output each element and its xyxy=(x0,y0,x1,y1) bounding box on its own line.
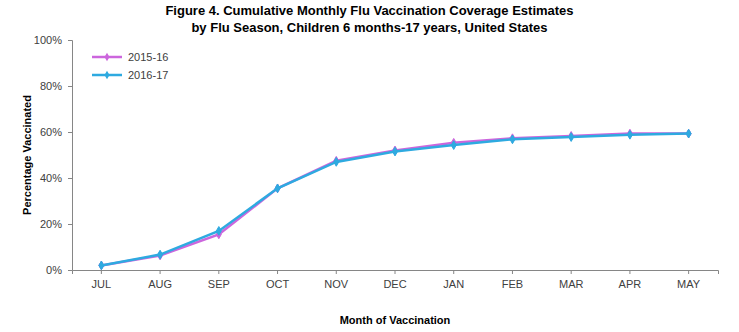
y-axis: 0% 20% 40% 60% 80% 100% xyxy=(34,34,73,276)
y-axis-line xyxy=(68,41,73,271)
x-tick: OCT xyxy=(266,270,290,290)
legend-marker xyxy=(104,53,109,62)
y-tick-mark xyxy=(68,86,72,87)
x-tick: MAR xyxy=(559,270,584,290)
y-tick-mark xyxy=(68,178,72,179)
series-marker xyxy=(510,135,515,144)
series-marker xyxy=(99,261,104,270)
series-marker xyxy=(686,129,691,138)
series-marker xyxy=(686,129,691,138)
x-tick: MAY xyxy=(677,270,701,290)
x-axis-title: Month of Vaccination xyxy=(340,314,451,326)
x-tick: JUL xyxy=(92,270,112,290)
x-tick-label: FEB xyxy=(502,278,523,290)
x-axis-line xyxy=(73,271,719,275)
x-tick-label: MAR xyxy=(559,278,584,290)
legend-label: 2015-16 xyxy=(128,51,168,63)
x-tick: DEC xyxy=(383,270,406,290)
y-tick: 0% xyxy=(46,264,72,276)
series-line xyxy=(101,134,688,266)
series-marker xyxy=(99,261,104,270)
x-tick-label: MAY xyxy=(677,278,701,290)
y-tick: 80% xyxy=(40,80,72,92)
y-tick-label: 60% xyxy=(40,126,62,138)
x-tick-mark xyxy=(453,270,454,274)
x-tick: FEB xyxy=(502,270,523,290)
x-tick-mark xyxy=(512,270,513,274)
x-tick: NOV xyxy=(324,270,349,290)
legend-item: 2015-16 xyxy=(92,51,168,63)
y-tick: 40% xyxy=(40,172,72,184)
series-marker xyxy=(627,130,632,139)
legend-item: 2016-17 xyxy=(92,69,168,81)
series-marker xyxy=(158,251,163,260)
y-tick-label: 40% xyxy=(40,172,62,184)
x-tick-mark xyxy=(101,270,102,274)
series-marker xyxy=(275,184,280,193)
y-axis-title: Percentage Vaccinated xyxy=(21,95,33,215)
x-tick: APR xyxy=(619,270,642,290)
legend-label: 2016-17 xyxy=(128,69,168,81)
x-tick-label: JAN xyxy=(443,278,464,290)
y-tick: 20% xyxy=(40,218,72,230)
series-marker xyxy=(334,158,339,167)
x-tick-label: JUL xyxy=(92,278,112,290)
x-tick: JAN xyxy=(443,270,464,290)
x-tick-mark xyxy=(395,270,396,274)
y-tick: 100% xyxy=(34,34,72,46)
x-tick-mark xyxy=(277,270,278,274)
x-tick-label: NOV xyxy=(324,278,349,290)
y-tick-mark xyxy=(68,132,72,133)
x-tick-mark xyxy=(688,270,689,274)
x-tick-mark xyxy=(160,270,161,274)
chart: Figure 4. Cumulative Monthly Flu Vaccina… xyxy=(0,0,739,332)
x-tick-label: AUG xyxy=(148,278,172,290)
y-tick-mark xyxy=(68,224,72,225)
x-tick-label: OCT xyxy=(266,278,290,290)
series-marker xyxy=(216,227,221,236)
series-marker xyxy=(451,141,456,150)
y-tick-label: 100% xyxy=(34,34,62,46)
plot-area xyxy=(99,129,691,270)
legend: 2015-16 2016-17 xyxy=(92,51,168,81)
series-marker xyxy=(158,250,163,259)
x-tick: AUG xyxy=(148,270,172,290)
series-marker xyxy=(569,133,574,142)
chart-title: Figure 4. Cumulative Monthly Flu Vaccina… xyxy=(165,3,573,18)
x-tick-mark xyxy=(336,270,337,274)
x-tick: SEP xyxy=(208,270,230,290)
series-line xyxy=(101,134,688,266)
y-tick-mark xyxy=(68,40,72,41)
chart-title: by Flu Season, Children 6 months-17 year… xyxy=(191,20,547,35)
x-axis: JUL AUG SEP OCT NOV DEC JAN FEB MAR APR MAY xyxy=(73,270,719,290)
x-tick-label: SEP xyxy=(208,278,230,290)
x-tick-mark xyxy=(571,270,572,274)
series-marker xyxy=(392,147,397,156)
y-tick: 60% xyxy=(40,126,72,138)
series-marker xyxy=(275,184,280,193)
y-tick-label: 80% xyxy=(40,80,62,92)
y-tick-label: 20% xyxy=(40,218,62,230)
x-tick-mark xyxy=(218,270,219,274)
x-tick-mark xyxy=(629,270,630,274)
y-tick-label: 0% xyxy=(46,264,62,276)
y-tick-mark xyxy=(68,270,72,271)
x-tick-label: DEC xyxy=(383,278,406,290)
legend-marker xyxy=(104,71,109,80)
x-tick-label: APR xyxy=(619,278,642,290)
